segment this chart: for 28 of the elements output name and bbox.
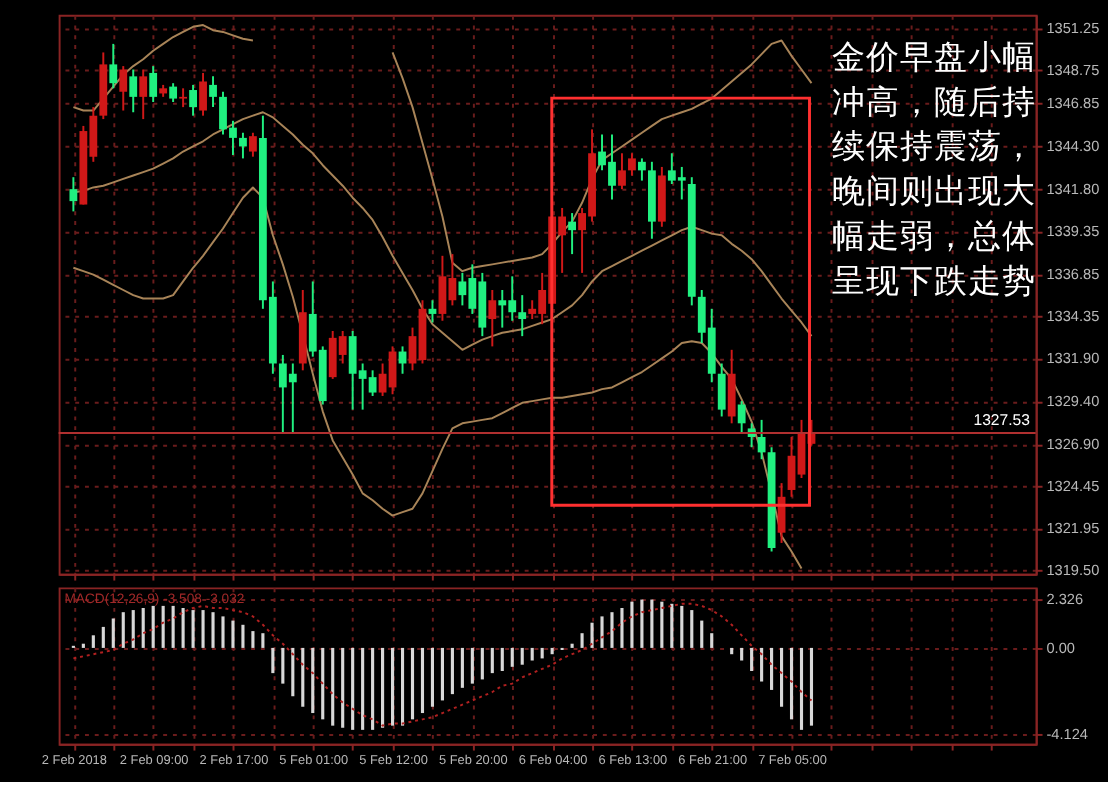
candlestick xyxy=(199,71,207,117)
candlestick xyxy=(189,83,197,117)
ref-line-label: 1327.53 xyxy=(973,411,1030,430)
annotation: 金价早盘小幅冲高，随后持续保持震荡，晚间则出现大幅走弱，总体呈现下跌走势 xyxy=(832,37,1037,301)
candlestick xyxy=(129,68,138,114)
candlestick xyxy=(568,212,576,256)
candlestick xyxy=(139,68,148,121)
candlestick xyxy=(119,65,128,112)
candlestick xyxy=(69,176,78,213)
line-series xyxy=(72,602,813,727)
candlestick xyxy=(727,348,736,425)
candlestick xyxy=(618,152,626,191)
candlestick xyxy=(109,42,118,90)
candlestick xyxy=(737,400,746,435)
line-series xyxy=(72,186,803,570)
candlestick xyxy=(209,75,217,109)
candlestick xyxy=(249,131,257,158)
candlestick xyxy=(169,82,178,103)
candlestick xyxy=(717,362,726,418)
candlestick xyxy=(628,152,636,177)
candlestick xyxy=(518,294,527,338)
candlestick xyxy=(488,289,497,348)
candlestick xyxy=(179,87,188,109)
candlestick xyxy=(149,65,158,103)
candlestick xyxy=(757,418,766,461)
candlestick xyxy=(657,165,666,228)
candlestick xyxy=(239,131,247,160)
candlestick xyxy=(638,157,646,182)
